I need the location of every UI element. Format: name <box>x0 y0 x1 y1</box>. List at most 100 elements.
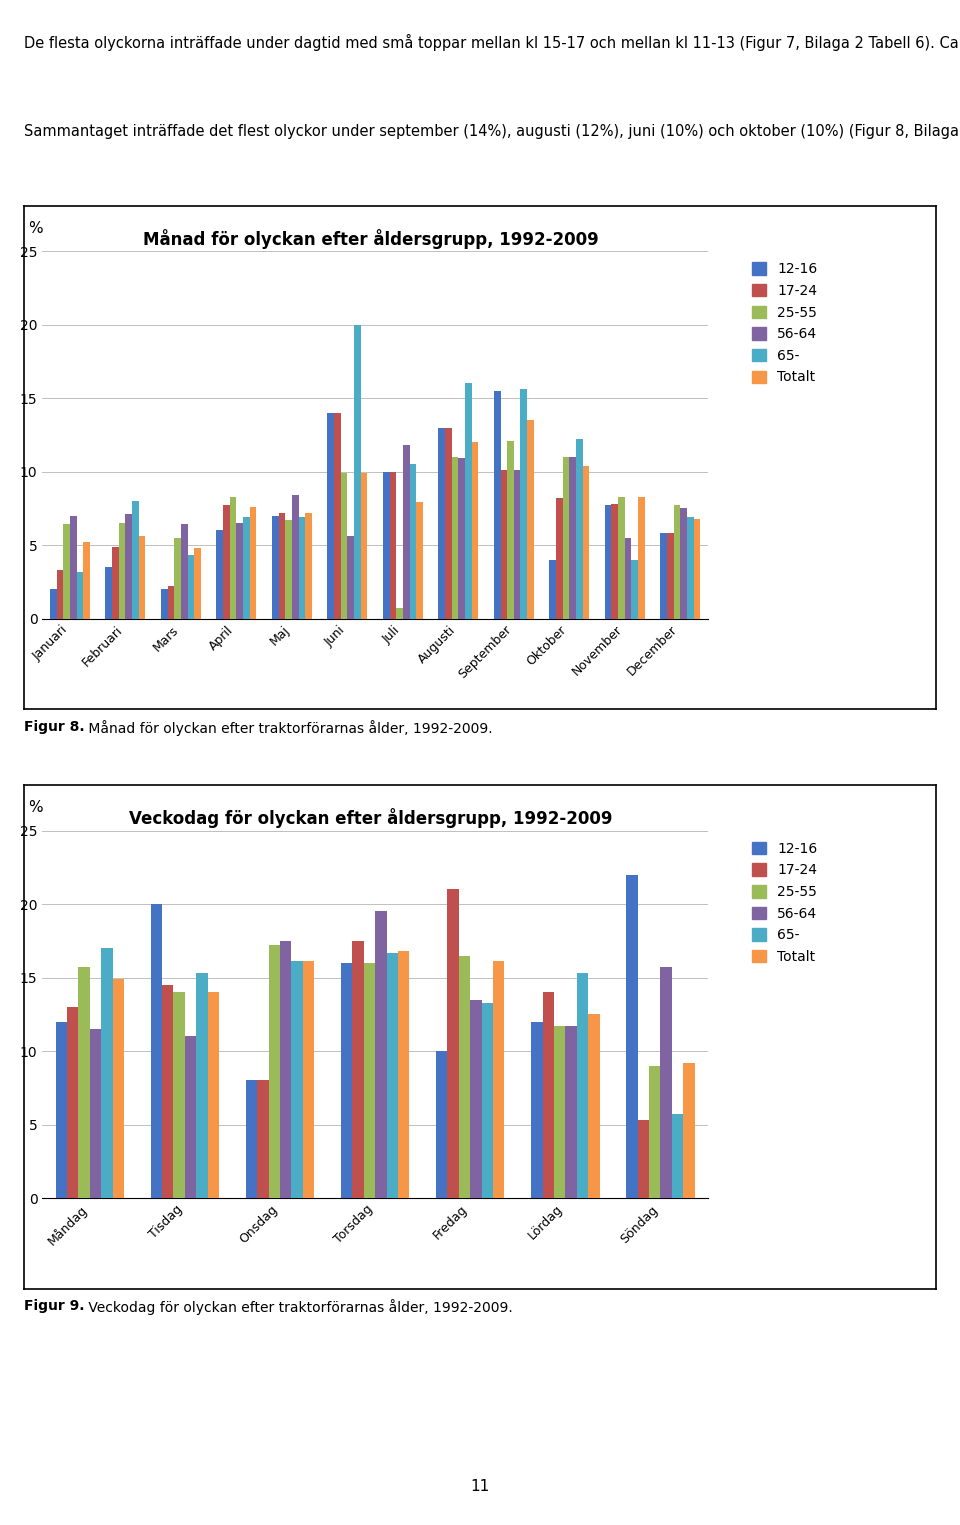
Bar <box>185 1037 196 1199</box>
Bar <box>577 973 588 1199</box>
Bar <box>681 508 687 619</box>
Bar <box>106 567 112 619</box>
Bar <box>459 956 470 1199</box>
Bar <box>79 967 90 1199</box>
Legend: 12-16, 17-24, 25-55, 56-64, 65-, Totalt: 12-16, 17-24, 25-55, 56-64, 65-, Totalt <box>748 258 822 389</box>
Bar <box>554 1026 565 1199</box>
Bar <box>162 985 174 1199</box>
Bar <box>302 961 314 1199</box>
Bar <box>269 946 280 1199</box>
Bar <box>565 1026 577 1199</box>
Bar <box>403 445 410 619</box>
Bar <box>67 1006 79 1199</box>
Bar <box>626 875 637 1199</box>
Bar <box>56 1022 67 1199</box>
Bar <box>246 1081 257 1199</box>
Bar <box>126 514 132 619</box>
Bar <box>57 570 63 619</box>
Bar <box>348 537 354 619</box>
Bar <box>569 458 576 619</box>
Bar <box>327 413 334 619</box>
Bar <box>542 993 554 1199</box>
Bar <box>445 427 452 619</box>
Bar <box>250 506 256 619</box>
Text: De flesta olyckorna inträffade under dagtid med små toppar mellan kl 15-17 och m: De flesta olyckorna inträffade under dag… <box>24 34 960 50</box>
Text: 11: 11 <box>470 1479 490 1494</box>
Bar <box>354 325 361 619</box>
Bar <box>672 1115 684 1199</box>
Bar <box>151 904 162 1199</box>
Bar <box>605 505 612 619</box>
Bar <box>637 1121 649 1199</box>
Text: Veckodag för olyckan efter traktorförarnas ålder, 1992-2009.: Veckodag för olyckan efter traktorförarn… <box>84 1299 513 1315</box>
Bar <box>493 390 500 619</box>
Bar <box>77 572 84 619</box>
Bar <box>334 413 341 619</box>
Bar <box>132 502 139 619</box>
Bar <box>161 589 168 619</box>
Bar <box>341 962 352 1199</box>
Bar <box>471 442 478 619</box>
Bar <box>223 505 229 619</box>
Bar <box>180 525 187 619</box>
Bar <box>278 512 285 619</box>
Bar <box>576 439 583 619</box>
Bar <box>119 523 126 619</box>
Bar <box>361 473 368 619</box>
Bar <box>50 589 57 619</box>
Bar <box>398 952 409 1199</box>
Bar <box>684 1063 695 1199</box>
Bar <box>588 1014 600 1199</box>
Bar <box>660 534 667 619</box>
Bar <box>638 497 645 619</box>
Bar <box>583 465 589 619</box>
Bar <box>364 962 375 1199</box>
Text: Sammantaget inträffade det flest olyckor under september (14%), augusti (12%), j: Sammantaget inträffade det flest olyckor… <box>24 122 960 139</box>
Bar <box>439 427 445 619</box>
Bar <box>305 512 312 619</box>
Bar <box>174 993 185 1199</box>
Bar <box>410 464 417 619</box>
Bar <box>618 497 625 619</box>
Bar <box>84 541 90 619</box>
Bar <box>139 537 145 619</box>
Bar <box>387 953 398 1199</box>
Bar <box>632 560 638 619</box>
Bar <box>257 1081 269 1199</box>
Bar <box>687 517 693 619</box>
Bar <box>341 473 348 619</box>
Text: Veckodag för olyckan efter åldersgrupp, 1992-2009: Veckodag för olyckan efter åldersgrupp, … <box>129 808 612 828</box>
Bar <box>527 421 534 619</box>
Bar <box>549 560 556 619</box>
Bar <box>482 1002 493 1199</box>
Text: Figur 8.: Figur 8. <box>24 720 84 734</box>
Bar <box>493 961 504 1199</box>
Bar <box>465 383 471 619</box>
Bar <box>175 538 180 619</box>
Bar <box>272 515 278 619</box>
Bar <box>292 961 302 1199</box>
Bar <box>660 967 672 1199</box>
Bar <box>514 470 520 619</box>
Bar <box>375 912 387 1199</box>
Bar <box>236 523 243 619</box>
Bar <box>352 941 364 1199</box>
Bar <box>229 497 236 619</box>
Bar <box>612 503 618 619</box>
Bar <box>90 1029 101 1199</box>
Bar <box>216 531 223 619</box>
Bar <box>396 608 403 619</box>
Bar <box>196 973 207 1199</box>
Bar <box>112 546 119 619</box>
Bar <box>63 525 70 619</box>
Bar <box>674 505 681 619</box>
Text: %: % <box>29 801 43 816</box>
Bar <box>500 470 507 619</box>
Text: Figur 9.: Figur 9. <box>24 1299 84 1313</box>
Bar <box>458 459 465 619</box>
Legend: 12-16, 17-24, 25-55, 56-64, 65-, Totalt: 12-16, 17-24, 25-55, 56-64, 65-, Totalt <box>748 837 822 968</box>
Bar <box>417 502 422 619</box>
Bar <box>531 1022 542 1199</box>
Bar <box>207 993 219 1199</box>
Bar <box>101 949 112 1199</box>
